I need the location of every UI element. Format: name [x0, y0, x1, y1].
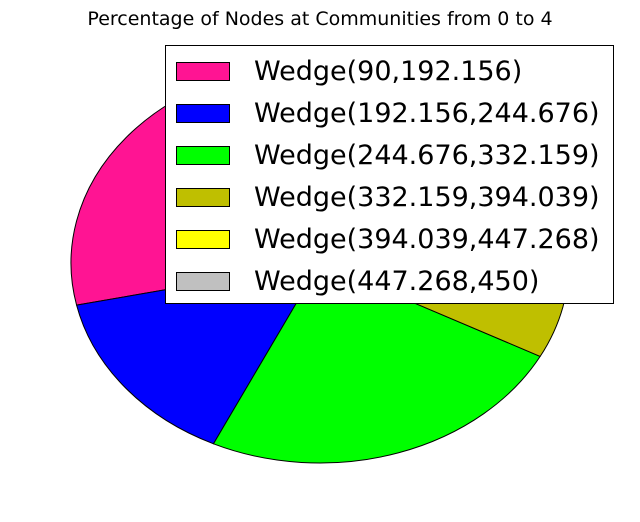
- pie-slice-3: [212, 262, 541, 464]
- legend-label: Wedge(394.039,447.268): [254, 223, 600, 255]
- legend-label: Wedge(244.676,332.159): [254, 139, 600, 171]
- pie-slice-2: [76, 262, 321, 445]
- legend-entry-1: Wedge(90,192.156): [176, 54, 522, 88]
- legend-swatch: [176, 61, 230, 81]
- legend-label: Wedge(332.159,394.039): [254, 181, 600, 213]
- legend-swatch: [176, 145, 230, 165]
- legend-swatch: [176, 271, 230, 291]
- legend-swatch: [176, 103, 230, 123]
- legend-entry-4: Wedge(332.159,394.039): [176, 180, 600, 214]
- chart-title: Percentage of Nodes at Communities from …: [87, 8, 553, 30]
- legend-entry-6: Wedge(447.268,450): [176, 264, 539, 298]
- legend-label: Wedge(90,192.156): [254, 55, 523, 87]
- legend-swatch: [176, 229, 230, 249]
- legend-label: Wedge(192.156,244.676): [254, 97, 600, 129]
- legend-entry-5: Wedge(394.039,447.268): [176, 222, 600, 256]
- legend-entry-2: Wedge(192.156,244.676): [176, 96, 600, 130]
- legend-label: Wedge(447.268,450): [254, 265, 540, 297]
- legend-entry-3: Wedge(244.676,332.159): [176, 138, 600, 172]
- chart-legend: Wedge(90,192.156) Wedge(192.156,244.676) W…: [165, 45, 614, 304]
- legend-swatch: [176, 187, 230, 207]
